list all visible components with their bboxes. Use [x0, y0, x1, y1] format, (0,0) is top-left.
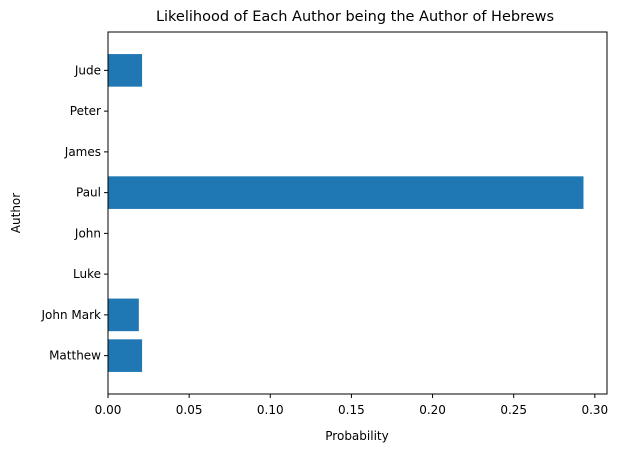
y-tick-label-john-mark: John Mark: [41, 308, 102, 322]
x-tick-label: 0.25: [500, 403, 527, 417]
y-tick-label-jude: Jude: [74, 63, 101, 77]
bar-paul: [108, 176, 584, 209]
x-tick-label: 0.30: [581, 403, 608, 417]
bar-john-mark: [108, 298, 139, 332]
y-tick-label-john: John: [74, 226, 101, 240]
y-tick-label-matthew: Matthew: [49, 349, 101, 363]
x-tick-label: 0.05: [176, 403, 203, 417]
y-tick-label-luke: Luke: [73, 267, 101, 281]
y-tick-label-james: James: [64, 145, 101, 159]
y-axis: Matthew John Mark Luke John Paul James Peter Ju…: [41, 63, 108, 363]
chart-title: Likelihood of Each Author being the Auth…: [156, 9, 554, 25]
x-tick-label: 0.00: [95, 403, 122, 417]
y-axis-label: Author: [9, 193, 23, 233]
plot-frame: [107, 31, 608, 395]
x-axis: 0.00 0.05 0.10 0.15 0.20 0.25 0.30: [95, 394, 608, 417]
y-tick-label-peter: Peter: [70, 104, 101, 118]
y-tick-label-paul: Paul: [76, 186, 101, 200]
x-tick-label: 0.20: [419, 403, 446, 417]
x-axis-label: Probability: [325, 429, 388, 443]
x-tick-label: 0.10: [257, 403, 284, 417]
bar-matthew: [108, 339, 143, 372]
bars-layer: [108, 54, 584, 372]
x-tick-label: 0.15: [338, 403, 365, 417]
bar-jude: [108, 54, 143, 87]
